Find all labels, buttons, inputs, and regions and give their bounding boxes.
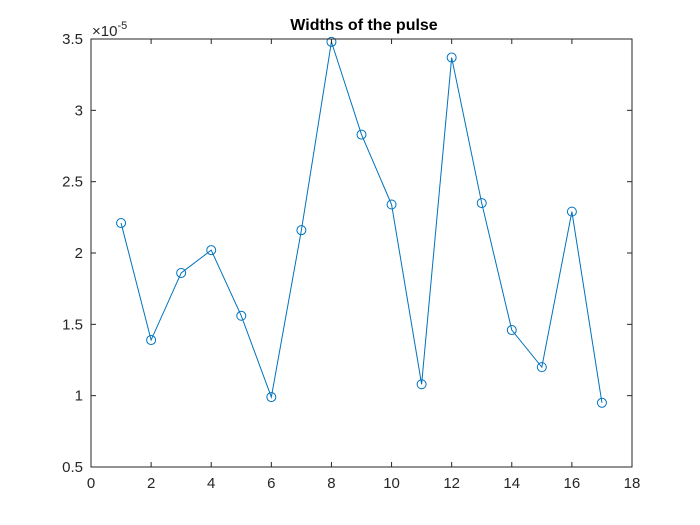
x-tick-label: 2	[147, 475, 155, 492]
y-tick-label: 2.5	[62, 174, 83, 191]
x-tick-label: 18	[624, 475, 641, 492]
y-exponent-base: ×10	[92, 23, 117, 40]
x-tick-label: 16	[564, 475, 581, 492]
y-tick-label: 3.5	[62, 31, 83, 48]
y-exponent-power: -5	[117, 20, 127, 32]
y-tick-label: 1	[75, 388, 83, 405]
x-tick-label: 14	[503, 475, 520, 492]
x-tick-label: 12	[443, 475, 460, 492]
chart-title: Widths of the pulse	[290, 17, 438, 34]
y-tick-label: 1.5	[62, 316, 83, 333]
y-tick-label: 3	[75, 102, 83, 119]
x-tick-label: 8	[327, 475, 335, 492]
y-tick-label: 2	[75, 245, 83, 262]
x-tick-label: 0	[87, 475, 95, 492]
x-tick-label: 4	[207, 475, 215, 492]
x-tick-label: 6	[267, 475, 275, 492]
x-tick-label: 10	[383, 475, 400, 492]
y-tick-label: 0.5	[62, 459, 83, 476]
plot-area	[91, 39, 632, 467]
plot-background	[91, 39, 632, 467]
